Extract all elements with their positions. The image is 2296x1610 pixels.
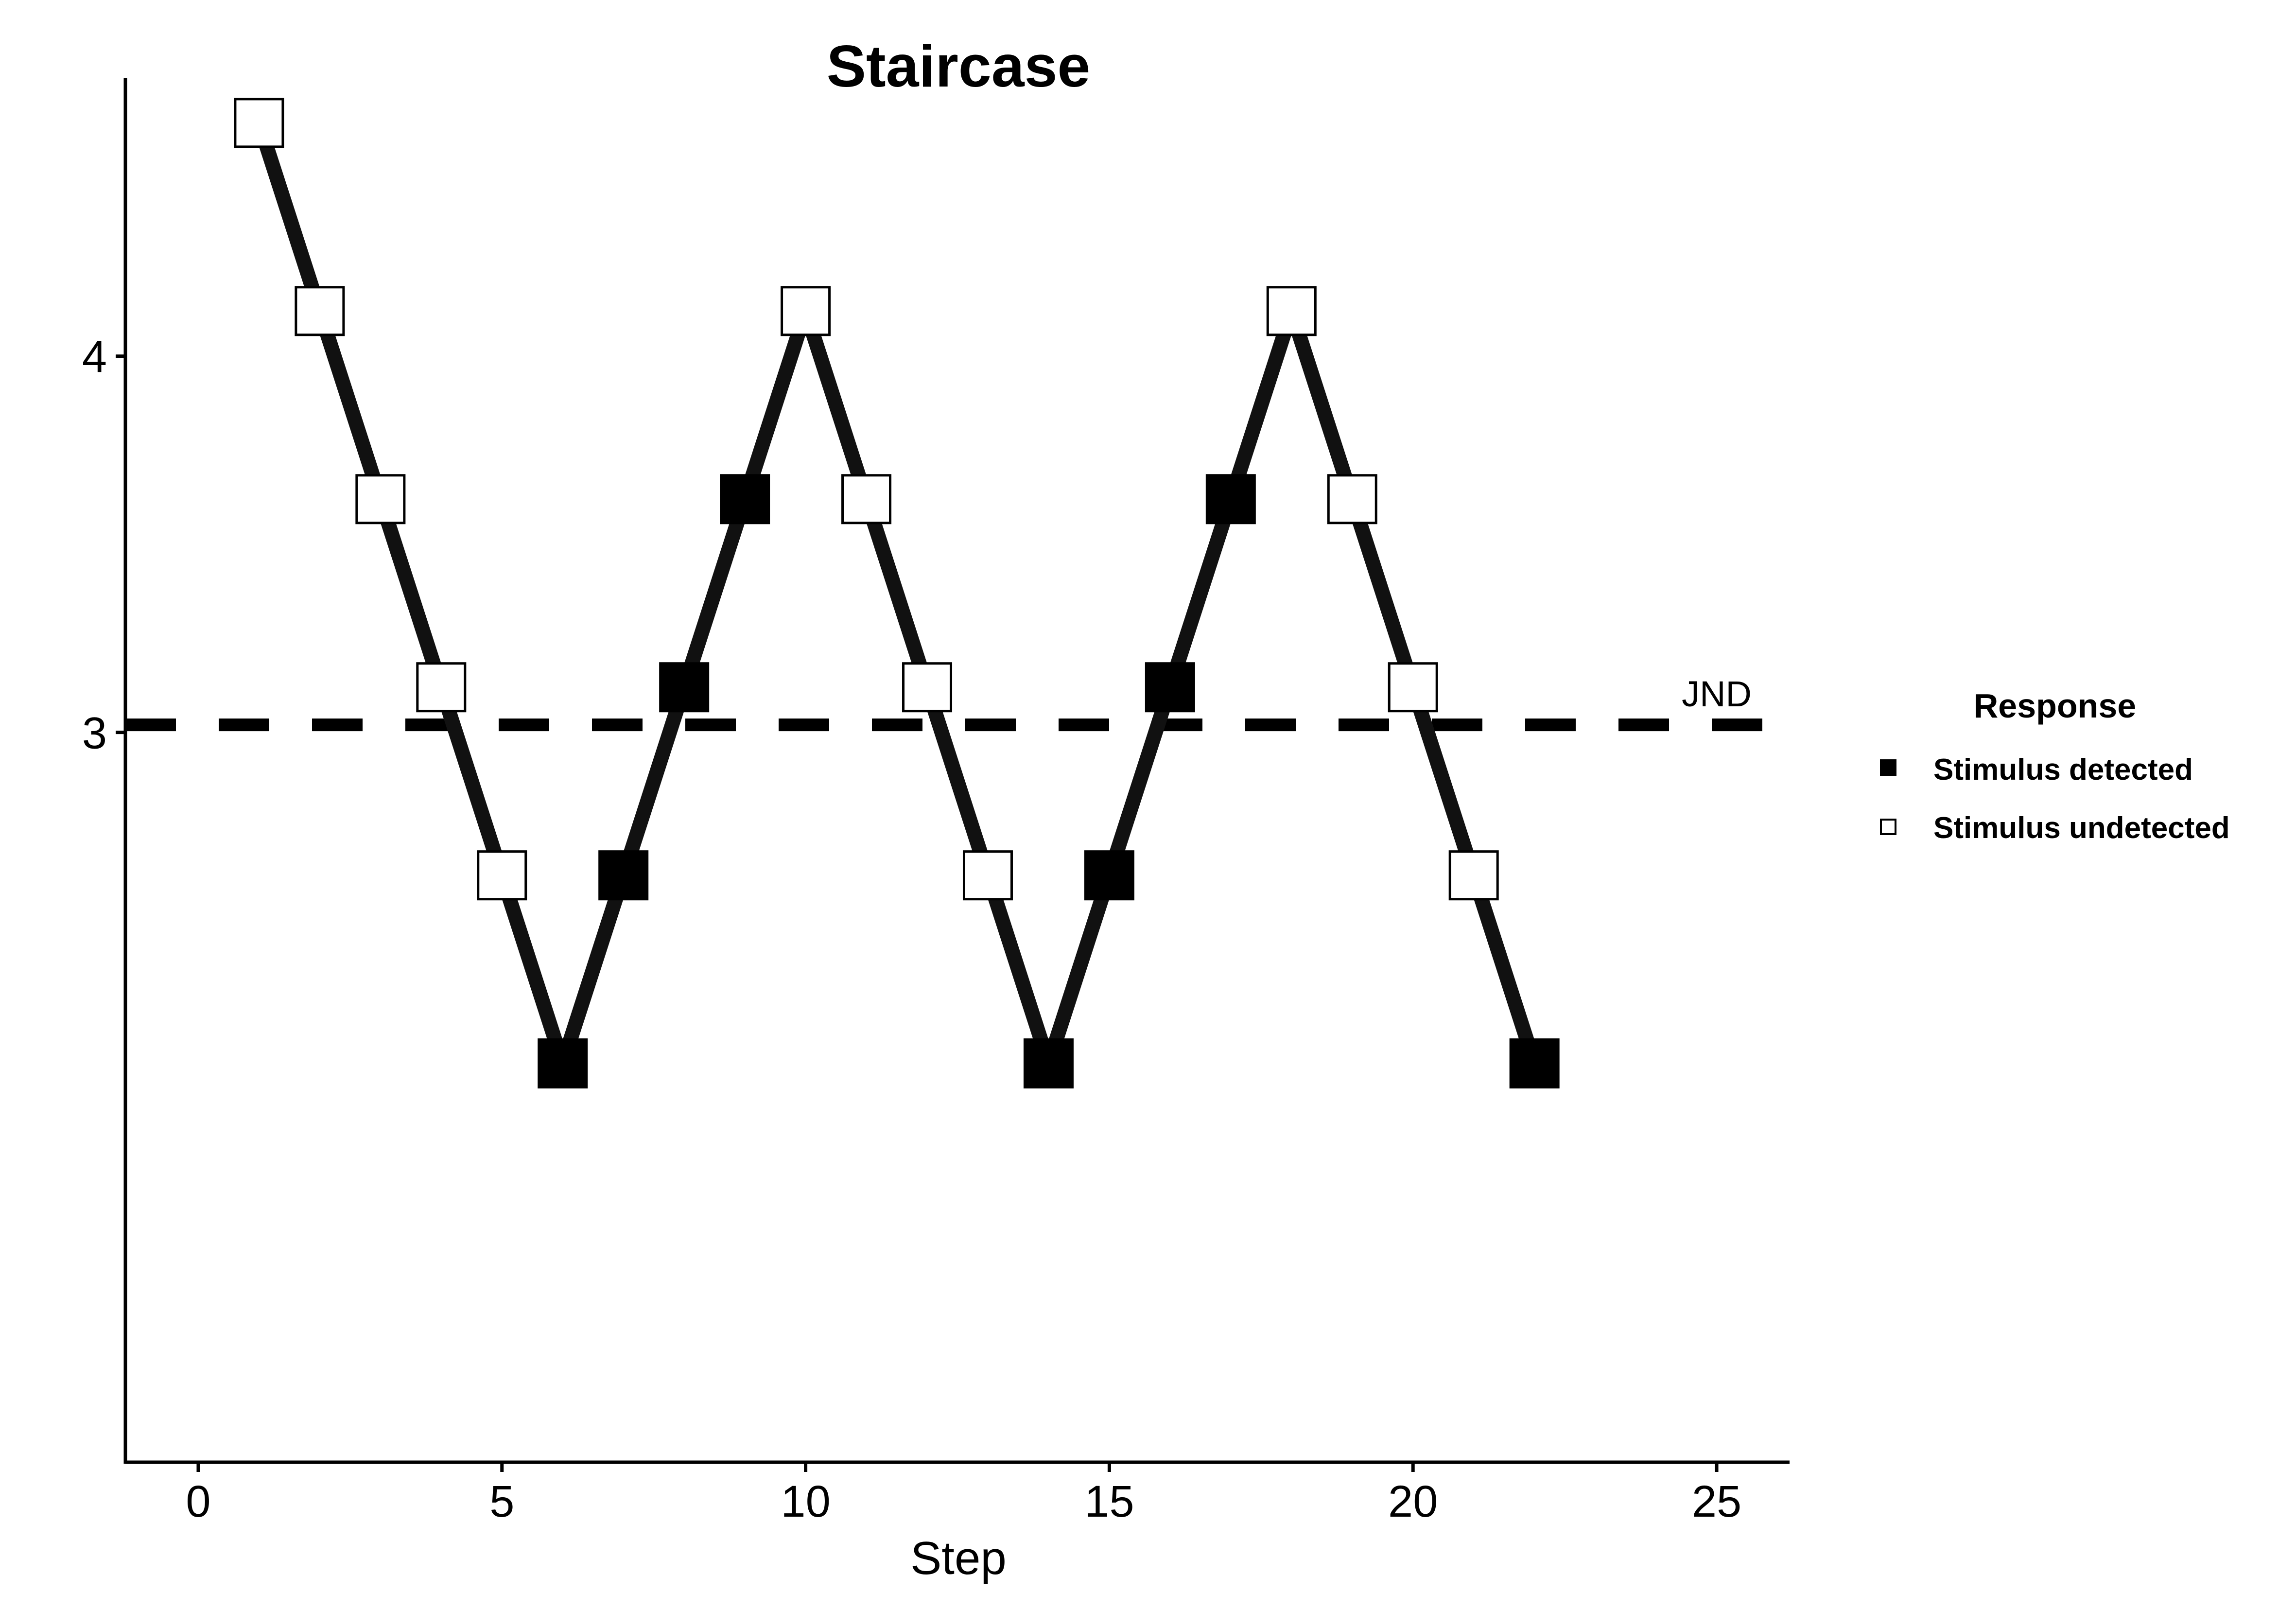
x-tick-label: 15 (1084, 1477, 1134, 1526)
legend-swatch-detected (1880, 759, 1896, 776)
point-undetected (355, 474, 406, 525)
y-axis-ticks: 34 (82, 332, 125, 758)
y-tick-label: 3 (82, 709, 107, 758)
legend-title: Response (1974, 687, 2137, 725)
point-undetected (416, 662, 467, 713)
y-tick-label: 4 (82, 332, 107, 382)
x-tick-label: 20 (1388, 1477, 1438, 1526)
point-detected (1084, 850, 1134, 901)
point-detected (1205, 474, 1256, 525)
legend-swatch-undetected (1880, 819, 1896, 835)
point-undetected (1388, 662, 1438, 713)
legend-label-detected: Stimulus detected (1933, 753, 2193, 787)
point-undetected (1448, 850, 1499, 901)
point-detected (598, 850, 649, 901)
point-detected (720, 474, 770, 525)
point-detected (1509, 1038, 1560, 1089)
legend-label-undetected: Stimulus undetected (1933, 811, 2230, 845)
point-undetected (1266, 286, 1317, 336)
point-detected (538, 1038, 588, 1089)
point-undetected (781, 286, 831, 336)
point-undetected (1327, 474, 1377, 525)
point-detected (659, 662, 710, 713)
legend: Response Stimulus detected Stimulus unde… (1880, 687, 2230, 845)
point-undetected (477, 850, 527, 901)
staircase-line (252, 121, 1542, 1087)
jnd-label: JND (1682, 674, 1752, 714)
x-tick-label: 5 (489, 1477, 514, 1526)
x-axis-ticks: 0 5 10 15 20 25 (186, 1462, 1741, 1526)
plot-area: JND (125, 98, 1790, 1089)
point-undetected (295, 286, 345, 336)
x-axis-label: Step (910, 1532, 1006, 1584)
point-undetected (962, 850, 1013, 901)
x-tick-label: 10 (781, 1477, 830, 1526)
point-detected (1145, 662, 1195, 713)
x-tick-label: 25 (1692, 1477, 1741, 1526)
point-detected (1023, 1038, 1074, 1089)
point-undetected (841, 474, 892, 525)
point-undetected (902, 662, 953, 713)
point-undetected (234, 98, 284, 148)
x-tick-label: 0 (186, 1477, 210, 1526)
chart-title: Staircase (827, 33, 1091, 99)
